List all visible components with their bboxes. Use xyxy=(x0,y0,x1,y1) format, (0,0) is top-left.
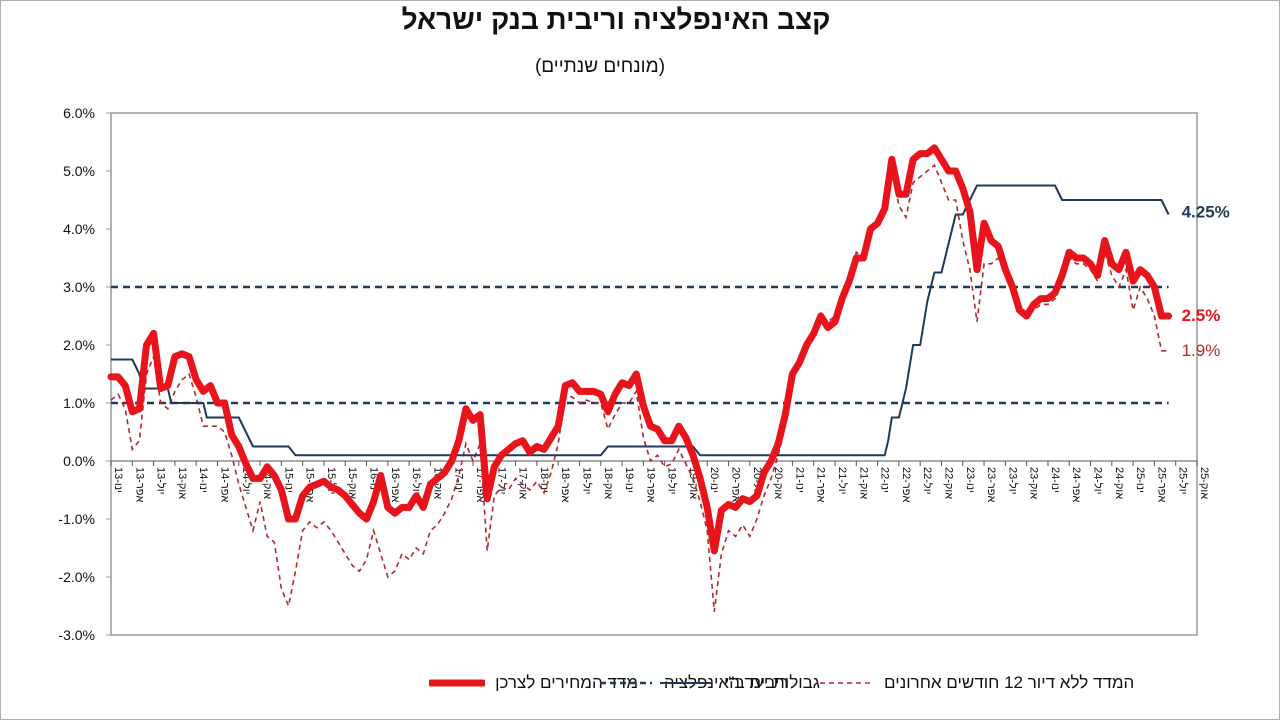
y-tick-label: -2.0% xyxy=(58,569,95,585)
legend-label-no-housing: המדד ללא דיור 12 חודשים אחרונים xyxy=(884,673,1135,692)
x-tick-label: אוק-24 xyxy=(1113,467,1125,499)
end-label-rate: 4.25% xyxy=(1182,203,1230,222)
cpi-line xyxy=(107,144,1173,555)
x-tick-label: יול-21 xyxy=(836,467,849,494)
x-tick-label: ינו-17 xyxy=(453,467,465,493)
legend-swatch-rate xyxy=(660,682,712,684)
y-tick-label: 5.0% xyxy=(63,163,95,179)
x-tick-label: אפר-14 xyxy=(218,467,230,502)
x-tick-label: אוק-15 xyxy=(346,467,358,499)
x-tick-label: יול-16 xyxy=(410,467,423,494)
y-tick-label: -3.0% xyxy=(58,627,95,643)
x-tick-label: אפר-25 xyxy=(1155,467,1167,502)
x-tick-label: ינו-18 xyxy=(538,467,550,493)
x-tick-label: אוק-18 xyxy=(602,467,614,499)
y-tick-label: 4.0% xyxy=(63,221,95,237)
legend-item-rate: ריבית ב"י xyxy=(658,672,789,694)
x-tick-label: יול-25 xyxy=(1177,467,1190,494)
x-tick-label: אוק-13 xyxy=(176,467,188,499)
x-tick-label: אפר-24 xyxy=(1070,467,1082,502)
x-tick-label: ינו-24 xyxy=(1049,467,1061,493)
x-tick-label: ינו-22 xyxy=(879,467,891,493)
y-tick-label: 3.0% xyxy=(63,279,95,295)
chart-title: קצב האינפלציה וריבית בנק ישראל xyxy=(401,4,831,35)
x-tick-label: ינו-20 xyxy=(708,467,720,493)
x-tick-label: ינו-15 xyxy=(282,467,294,493)
x-tick-label: אפר-21 xyxy=(815,467,827,502)
y-tick-label: 2.0% xyxy=(63,337,95,353)
legend-item-cpi: מדד המחירים לצרכן xyxy=(429,672,638,694)
x-tick-label: ינו-21 xyxy=(793,467,805,493)
x-tick-label: יול-18 xyxy=(580,467,593,494)
x-tick-label: יול-17 xyxy=(495,467,508,494)
y-tick-label: -1.0% xyxy=(58,511,95,527)
x-tick-label: יול-23 xyxy=(1006,467,1019,494)
x-tick-label: ינו-13 xyxy=(112,467,124,493)
end-label-no-housing: 1.9% xyxy=(1182,341,1221,360)
x-tick-label: אפר-20 xyxy=(730,467,742,502)
x-tick-label: אפר-18 xyxy=(559,467,571,502)
legend-label-target-band: גבולות יעד האינפלציה xyxy=(663,673,820,692)
boi-rate-line xyxy=(111,184,1170,457)
legend-swatch-no-housing xyxy=(820,682,872,684)
x-tick-label: אוק-21 xyxy=(857,467,869,499)
x-tick-label: אפר-16 xyxy=(389,467,401,502)
x-tick-label: ינו-25 xyxy=(1134,467,1146,493)
x-tick-label: אוק-22 xyxy=(942,467,954,499)
legend-label-cpi: מדד המחירים לצרכן xyxy=(495,673,638,692)
plot-area xyxy=(110,112,1198,636)
x-tick-label: יול-24 xyxy=(1092,467,1105,494)
x-tick-label: אפר-13 xyxy=(133,467,145,502)
x-tick-label: יול-22 xyxy=(921,467,934,494)
x-tick-label: ינו-23 xyxy=(964,467,976,493)
x-tick-label: ינו-19 xyxy=(623,467,635,493)
legend-swatch-target-band xyxy=(599,681,652,685)
y-tick-label: 0.0% xyxy=(63,453,95,469)
x-tick-label: אוק-20 xyxy=(772,467,784,499)
x-tick-label: אוק-23 xyxy=(1028,467,1040,499)
x-tick-label: ינו-14 xyxy=(197,467,209,493)
chart-subtitle: (מונחים שנתיים) xyxy=(534,56,666,77)
legend-swatch-cpi xyxy=(429,679,486,687)
x-tick-label: יול-19 xyxy=(666,467,679,494)
x-tick-label: יול-13 xyxy=(155,467,168,494)
y-tick-label: 6.0% xyxy=(63,105,95,121)
legend-item-target-band: גבולות יעד האינפלציה xyxy=(598,672,820,694)
x-tick-label: אוק-25 xyxy=(1198,467,1210,499)
x-tick-label: אפר-19 xyxy=(644,467,656,502)
x-tick-label: אפר-22 xyxy=(900,467,912,502)
end-label-cpi: 2.5% xyxy=(1182,306,1221,325)
y-tick-label: 1.0% xyxy=(63,395,95,411)
legend-label-rate: ריבית ב"י xyxy=(724,673,789,692)
no-housing-cpi-line xyxy=(110,163,1169,612)
legend-item-no-housing: המדד ללא דיור 12 חודשים אחרונים xyxy=(818,672,1134,694)
x-tick-label: אפר-23 xyxy=(985,467,997,502)
